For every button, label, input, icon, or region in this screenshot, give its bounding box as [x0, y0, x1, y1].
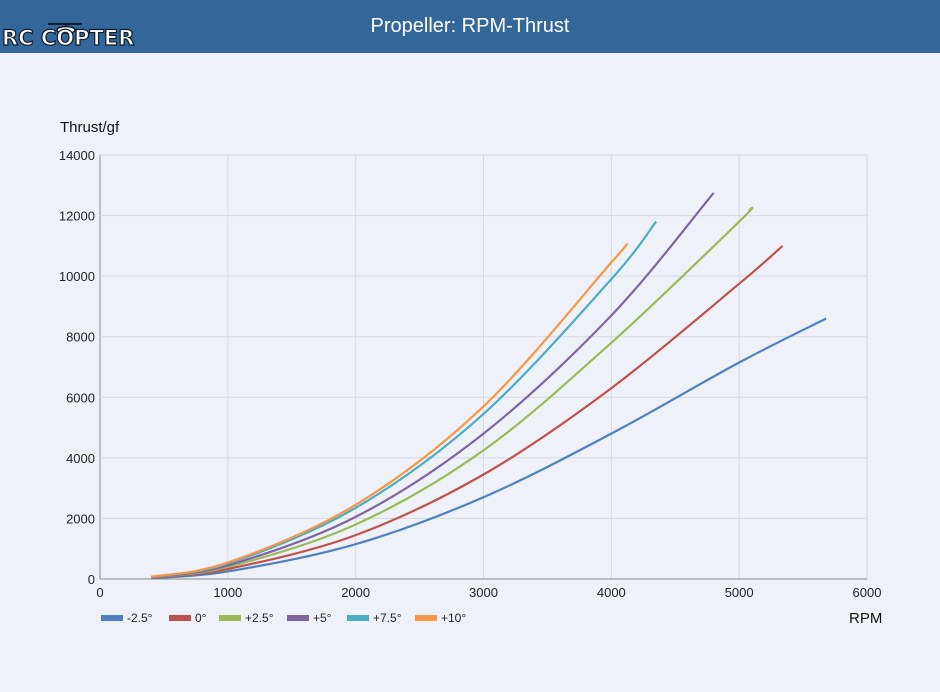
rpm-thrust-chart: 0 1000 2000 3000 4000 5000 6000 0 2000 4000 6000 80… [59, 119, 883, 627]
logo-text: RC COPTER [1, 25, 135, 50]
y-tick-label: 2000 [66, 511, 95, 526]
series-line [150, 192, 715, 579]
series-line [150, 243, 629, 578]
legend-swatch [219, 615, 241, 621]
header-bar: Propeller: RPM-Thrust RC COPTER [0, 0, 940, 53]
series-line [150, 206, 754, 579]
chart-legend: -2.5° 0° +2.5° +5° +7.5° +10° [101, 611, 466, 625]
grid-lines [99, 154, 868, 580]
x-tick-label: 4000 [597, 585, 626, 600]
series-line [150, 220, 657, 578]
helicopter-icon [48, 23, 82, 34]
legend-label: +5° [313, 611, 332, 625]
page-title: Propeller: RPM-Thrust [370, 15, 570, 37]
y-tick-label: 4000 [66, 451, 95, 466]
y-tick-label: 8000 [66, 330, 95, 345]
legend-swatch [415, 615, 437, 621]
x-tick-label: 6000 [853, 585, 882, 600]
legend-swatch [101, 615, 123, 621]
legend-label: 0° [195, 611, 207, 625]
y-tick-label: 10000 [59, 269, 95, 284]
tick-labels: 0 1000 2000 3000 4000 5000 6000 0 2000 4000 6000 80… [59, 148, 882, 600]
legend-swatch [347, 615, 369, 621]
y-tick-label: 6000 [66, 390, 95, 405]
y-tick-label: 12000 [59, 209, 95, 224]
series-line [150, 245, 784, 579]
legend-label: +2.5° [245, 611, 274, 625]
x-tick-label: 0 [96, 585, 103, 600]
x-axis-label: RPM [849, 610, 882, 627]
y-tick-label: 0 [88, 572, 95, 587]
legend-swatch [169, 615, 191, 621]
x-tick-label: 3000 [469, 585, 498, 600]
legend-swatch [287, 615, 309, 621]
x-tick-label: 1000 [213, 585, 242, 600]
x-tick-label: 5000 [725, 585, 754, 600]
legend-label: -2.5° [127, 611, 153, 625]
series-line [151, 317, 827, 580]
legend-label: +7.5° [373, 611, 402, 625]
series-lines [150, 192, 827, 580]
x-tick-label: 2000 [341, 585, 370, 600]
y-tick-label: 14000 [59, 148, 95, 163]
y-axis-label: Thrust/gf [60, 119, 120, 136]
legend-label: +10° [441, 611, 466, 625]
